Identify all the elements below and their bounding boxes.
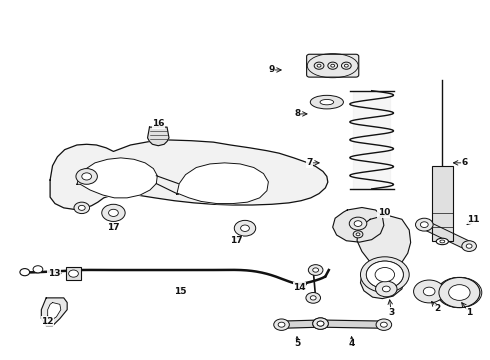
Circle shape	[349, 217, 367, 230]
Text: 8: 8	[294, 109, 301, 118]
Text: 11: 11	[467, 215, 479, 224]
Circle shape	[308, 265, 323, 275]
Circle shape	[439, 278, 480, 307]
Polygon shape	[421, 221, 472, 250]
Polygon shape	[333, 207, 384, 242]
Circle shape	[449, 285, 470, 300]
Polygon shape	[48, 302, 61, 320]
Text: 14: 14	[293, 283, 306, 292]
Text: 6: 6	[461, 158, 467, 167]
FancyBboxPatch shape	[307, 54, 359, 77]
Circle shape	[310, 296, 316, 300]
Circle shape	[102, 204, 125, 221]
Circle shape	[306, 293, 320, 303]
Circle shape	[317, 321, 324, 326]
Text: 17: 17	[107, 222, 120, 231]
Circle shape	[423, 287, 435, 296]
Text: 4: 4	[349, 339, 355, 348]
Text: 13: 13	[48, 269, 60, 278]
Circle shape	[241, 225, 249, 231]
Circle shape	[414, 280, 445, 303]
Circle shape	[439, 278, 480, 307]
Text: 2: 2	[434, 304, 441, 313]
Text: 12: 12	[42, 316, 54, 325]
Circle shape	[356, 233, 360, 236]
Circle shape	[328, 62, 338, 69]
Circle shape	[462, 241, 476, 251]
Circle shape	[20, 269, 30, 276]
Circle shape	[313, 318, 328, 329]
Circle shape	[82, 173, 92, 180]
Ellipse shape	[320, 99, 334, 105]
Polygon shape	[177, 163, 269, 203]
Text: 15: 15	[174, 287, 187, 296]
Circle shape	[380, 322, 387, 327]
Circle shape	[416, 218, 433, 231]
Polygon shape	[320, 320, 384, 328]
Circle shape	[314, 62, 324, 69]
Circle shape	[449, 285, 470, 300]
Ellipse shape	[436, 238, 448, 245]
Text: 7: 7	[306, 158, 313, 167]
Circle shape	[78, 205, 85, 210]
Circle shape	[33, 266, 43, 273]
Ellipse shape	[310, 95, 343, 109]
Circle shape	[331, 64, 335, 67]
Circle shape	[361, 257, 409, 293]
Bar	[66, 267, 81, 280]
Circle shape	[74, 202, 90, 213]
Bar	[432, 166, 453, 242]
Circle shape	[466, 244, 472, 248]
Polygon shape	[41, 298, 67, 326]
Polygon shape	[147, 127, 169, 146]
Ellipse shape	[440, 240, 445, 243]
Circle shape	[376, 319, 392, 330]
Ellipse shape	[437, 277, 482, 308]
Text: 3: 3	[388, 308, 394, 317]
Circle shape	[69, 270, 78, 277]
Circle shape	[375, 267, 394, 282]
Circle shape	[317, 321, 324, 326]
Circle shape	[76, 168, 98, 184]
Circle shape	[420, 222, 428, 228]
Circle shape	[367, 261, 403, 288]
Text: 9: 9	[269, 66, 275, 75]
Text: 10: 10	[378, 208, 390, 217]
Circle shape	[313, 318, 328, 329]
Text: 5: 5	[294, 339, 301, 348]
Circle shape	[234, 220, 256, 236]
Circle shape	[317, 64, 321, 67]
Circle shape	[313, 268, 318, 272]
Circle shape	[344, 64, 348, 67]
Circle shape	[353, 231, 363, 238]
Circle shape	[109, 209, 118, 216]
Circle shape	[278, 322, 285, 327]
Circle shape	[375, 281, 397, 297]
Text: 17: 17	[230, 236, 243, 245]
Circle shape	[342, 62, 351, 69]
Circle shape	[382, 286, 390, 292]
Circle shape	[274, 319, 289, 330]
Circle shape	[354, 221, 362, 226]
Circle shape	[367, 261, 403, 288]
Text: 16: 16	[152, 119, 165, 128]
Polygon shape	[357, 215, 411, 298]
Polygon shape	[50, 140, 328, 209]
Polygon shape	[281, 320, 320, 328]
Polygon shape	[77, 158, 157, 198]
Text: 1: 1	[466, 308, 472, 317]
